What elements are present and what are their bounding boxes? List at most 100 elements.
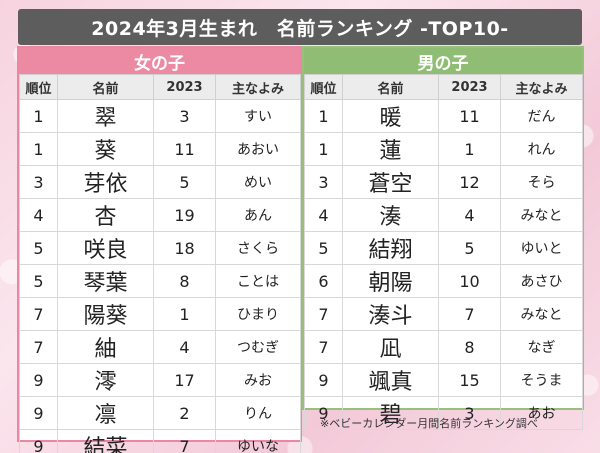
girls-panel-title: 女の子: [19, 48, 300, 74]
year-cell: 19: [153, 198, 216, 232]
yomi-cell: みお: [215, 363, 301, 397]
name-cell: 湊: [342, 198, 439, 232]
yomi-cell: そら: [500, 165, 583, 199]
table-row: 7 陽葵 1 ひまり: [19, 297, 301, 331]
name-cell: 朝陽: [342, 264, 439, 298]
rank-cell: 9: [19, 363, 58, 397]
year-cell: 4: [153, 330, 216, 364]
name-cell: 暖: [342, 99, 439, 133]
table-row: 5 結翔 5 ゆいと: [304, 231, 583, 265]
rank-cell: 9: [19, 429, 58, 453]
yomi-cell: さくら: [215, 231, 301, 265]
table-row: 4 湊 4 みなと: [304, 198, 583, 232]
name-cell: 杏: [57, 198, 154, 232]
table-row: 5 琴葉 8 ことは: [19, 264, 301, 298]
table-row: 9 澪 17 みお: [19, 363, 301, 397]
yomi-cell: みなと: [500, 297, 583, 331]
girls-panel: 女の子 順位 名前 2023 主なよみ 1 翠 3 すい 1 葵 11 あおい 3 芽依 5 めい 4 杏…: [17, 46, 302, 453]
yomi-cell: みなと: [500, 198, 583, 232]
year-cell: 8: [153, 264, 216, 298]
rank-cell: 7: [304, 297, 343, 331]
column-header-year: 2023: [438, 74, 501, 100]
year-cell: 2: [153, 396, 216, 430]
rank-cell: 7: [19, 330, 58, 364]
table-row: 7 湊斗 7 みなと: [304, 297, 583, 331]
year-cell: 15: [438, 363, 501, 397]
boys-panel-title: 男の子: [304, 48, 582, 74]
table-row: 9 凛 2 りん: [19, 396, 301, 430]
table-row: 7 凪 8 なぎ: [304, 330, 583, 364]
year-cell: 1: [438, 132, 501, 166]
yomi-cell: あお: [500, 396, 583, 430]
rank-cell: 1: [304, 132, 343, 166]
year-cell: 11: [438, 99, 501, 133]
year-cell: 1: [153, 297, 216, 331]
yomi-cell: ことは: [215, 264, 301, 298]
name-cell: 碧: [342, 396, 439, 430]
table-row: 6 朝陽 10 あさひ: [304, 264, 583, 298]
year-cell: 3: [153, 99, 216, 133]
yomi-cell: めい: [215, 165, 301, 199]
name-cell: 翠: [57, 99, 154, 133]
name-cell: 芽依: [57, 165, 154, 199]
table-row: 9 颯真 15 そうま: [304, 363, 583, 397]
table-row: 1 蓮 1 れん: [304, 132, 583, 166]
rank-cell: 3: [19, 165, 58, 199]
name-cell: 結翔: [342, 231, 439, 265]
yomi-cell: あさひ: [500, 264, 583, 298]
year-cell: 17: [153, 363, 216, 397]
rank-cell: 5: [304, 231, 343, 265]
rank-cell: 1: [19, 132, 58, 166]
year-cell: 7: [438, 297, 501, 331]
name-cell: 咲良: [57, 231, 154, 265]
rank-cell: 5: [19, 231, 58, 265]
table-row: 9 結菜 7 ゆいな: [19, 429, 301, 453]
year-cell: 3: [438, 396, 501, 430]
yomi-cell: なぎ: [500, 330, 583, 364]
column-header-rank: 順位: [304, 74, 343, 100]
yomi-cell: そうま: [500, 363, 583, 397]
name-cell: 紬: [57, 330, 154, 364]
yomi-cell: りん: [215, 396, 301, 430]
table-row: 3 蒼空 12 そら: [304, 165, 583, 199]
yomi-cell: だん: [500, 99, 583, 133]
name-cell: 結菜: [57, 429, 154, 453]
year-cell: 5: [438, 231, 501, 265]
name-cell: 蒼空: [342, 165, 439, 199]
girls-header-row: 順位 名前 2023 主なよみ: [19, 74, 301, 100]
rank-cell: 5: [19, 264, 58, 298]
name-cell: 凛: [57, 396, 154, 430]
table-row: 1 葵 11 あおい: [19, 132, 301, 166]
rank-cell: 4: [19, 198, 58, 232]
source-note: ※ベビーカレンダー月間名前ランキング調べ: [320, 417, 538, 430]
column-header-yomi: 主なよみ: [215, 74, 301, 100]
rank-cell: 4: [304, 198, 343, 232]
boys-panel: 男の子 順位 名前 2023 主なよみ 1 暖 11 だん 1 蓮 1 れん 3 蒼空 12 そら 4 湊…: [302, 46, 584, 430]
table-row: 3 芽依 5 めい: [19, 165, 301, 199]
year-cell: 8: [438, 330, 501, 364]
rank-cell: 9: [304, 363, 343, 397]
table-row: 5 咲良 18 さくら: [19, 231, 301, 265]
name-cell: 颯真: [342, 363, 439, 397]
page-title: 2024年3月生まれ 名前ランキング -TOP10-: [18, 9, 582, 45]
year-cell: 12: [438, 165, 501, 199]
name-cell: 蓮: [342, 132, 439, 166]
column-header-year: 2023: [153, 74, 216, 100]
table-row: 7 紬 4 つむぎ: [19, 330, 301, 364]
boys-header-row: 順位 名前 2023 主なよみ: [304, 74, 583, 100]
table-row: 1 翠 3 すい: [19, 99, 301, 133]
girls-table: 順位 名前 2023 主なよみ 1 翠 3 すい 1 葵 11 あおい 3 芽依 5 めい 4 杏 19 あん…: [19, 74, 301, 453]
year-cell: 11: [153, 132, 216, 166]
rank-cell: 6: [304, 264, 343, 298]
rank-cell: 9: [304, 396, 343, 430]
yomi-cell: れん: [500, 132, 583, 166]
rank-cell: 7: [19, 297, 58, 331]
yomi-cell: つむぎ: [215, 330, 301, 364]
column-header-yomi: 主なよみ: [500, 74, 583, 100]
yomi-cell: ゆいな: [215, 429, 301, 453]
boys-table: 順位 名前 2023 主なよみ 1 暖 11 だん 1 蓮 1 れん 3 蒼空 12 そら 4 湊 4 みなと…: [304, 74, 583, 430]
column-header-rank: 順位: [19, 74, 58, 100]
yomi-cell: ひまり: [215, 297, 301, 331]
name-cell: 葵: [57, 132, 154, 166]
rank-cell: 1: [304, 99, 343, 133]
